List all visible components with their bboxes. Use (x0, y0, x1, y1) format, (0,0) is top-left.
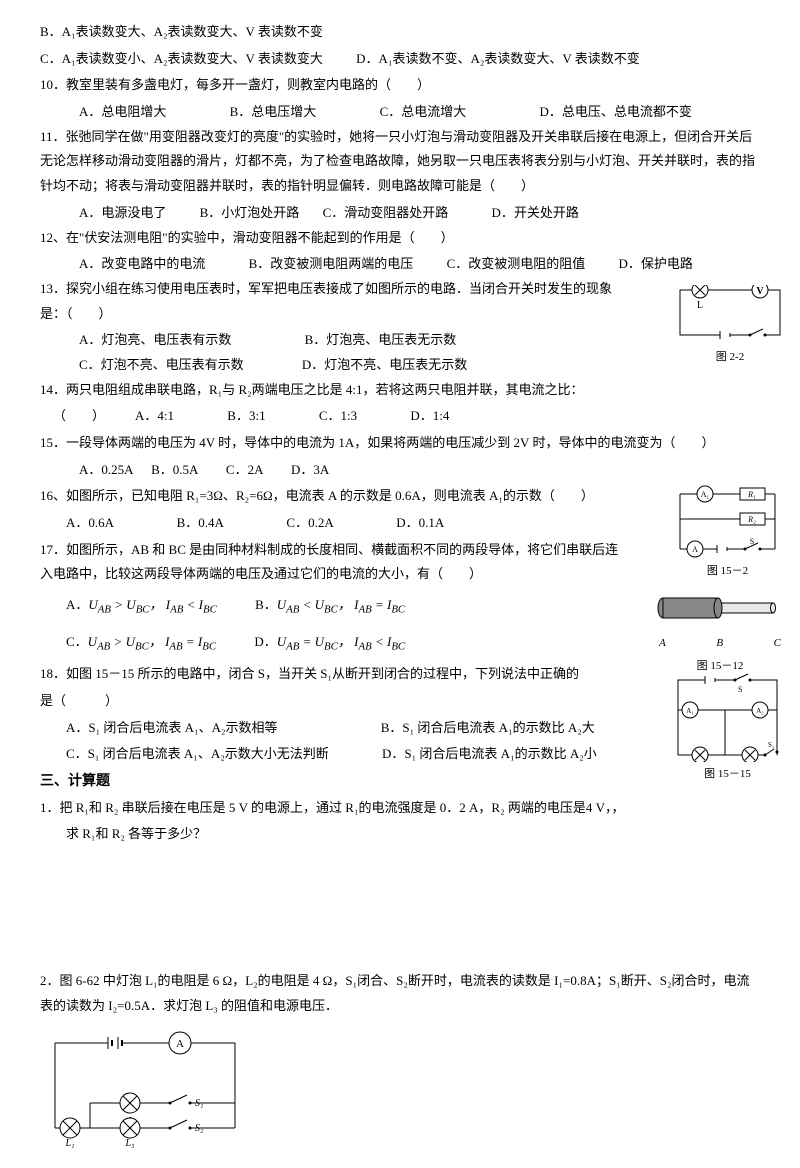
q13-C: C．灯泡不亮、电压表有示数 (79, 357, 244, 372)
q11-C: C．滑动变阻器处开路 (323, 205, 449, 220)
svg-text:S₁: S₁ (768, 741, 774, 749)
q17-options-row1: A．UAB > UBC， IAB < IBC B．UAB < UBC， IAB … (40, 589, 620, 624)
q12-C: C．改变被测电阻的阻值 (447, 256, 586, 271)
q14-stem: 14．两只电阻组成串联电路，R₁与 R₂两端电压之比是 4:1，若将这两只电阻并… (40, 378, 760, 403)
q17-options-row2: C．UAB > UBC， IAB = IBC D．UAB = UBC， IAB … (40, 626, 620, 661)
calc2-stem: 2．图 6-62 中灯泡 L₁的电阻是 6 Ω，L₂的电阻是 4 Ω，S₁闭合、… (40, 969, 760, 1018)
q10-A: A．总电阻增大 (79, 104, 166, 119)
q13-options-row2: C．灯泡不亮、电压表有示数 D．灯泡不亮、电压表无示数 (40, 353, 620, 378)
svg-text:A₂: A₂ (756, 707, 764, 715)
svg-text:A: A (176, 1038, 184, 1050)
q10-stem: 10．教室里装有多盏电灯，每多开一盏灯，则教室内电路的（ ） (40, 73, 760, 98)
q17-B-prefix: B． (255, 597, 277, 612)
q17-label-C: C (774, 633, 781, 654)
q15-stem: 15．一段导体两端的电压为 4V 时，导体中的电流为 1A，如果将两端的电压减少… (40, 431, 760, 456)
q16-B: B．0.4A (177, 515, 224, 530)
svg-text:A₁: A₁ (701, 490, 710, 499)
q10-B: B．总电压增大 (230, 104, 317, 119)
q17-C-prefix: C． (66, 634, 88, 649)
q18-B: B．S₁ 闭合后电流表 A₁的示数比 A₂大 (381, 720, 595, 735)
q11-stem: 11．张弛同学在做"用变阻器改变灯的亮度"的实验时，她将一只小灯泡与滑动变阻器及… (40, 125, 760, 199)
q15-C: C．2A (226, 462, 263, 477)
q17-label-A: A (659, 633, 666, 654)
svg-text:S₂: S₂ (195, 1123, 204, 1134)
calc1-line2: 求 R₁和 R₂ 各等于多少？ (40, 822, 660, 847)
q14-options: （ ）A．4:1 B．3:1 C．1:3 D．1:4 (40, 404, 760, 429)
q13-options-row1: A．灯泡亮、电压表有示数 B．灯泡亮、电压表无示数 (40, 328, 620, 353)
q17-C-formula: UAB > UBC， IAB = IBC (88, 634, 216, 649)
q17-A-prefix: A． (66, 597, 88, 612)
q12-stem: 12、在"伏安法测电阻"的实验中，滑动变阻器不能起到的作用是（ ） (40, 226, 760, 251)
calc1-line1: 1．把 R₁和 R₂ 串联后接在电压是 5 V 的电源上，通过 R₁的电流强度是… (40, 796, 660, 821)
q15-options: A．0.25A B．0.5A C．2A D．3A (40, 458, 760, 483)
q13-D: D．灯泡不亮、电压表无示数 (302, 357, 467, 372)
pre-option-C: C．A₁表读数变小、A₂表读数变大、V 表读数变大 (40, 51, 323, 66)
q16-A: A．0.6A (66, 515, 113, 530)
q17-conductor-svg (655, 593, 785, 633)
calc2-figure: A L₁ L₂ L₃ S₁ S₂ (40, 1028, 760, 1148)
q18-C: C．S₁ 闭合后电流表 A₁、A₂示数大小无法判断 (66, 746, 329, 761)
q17-D-formula: UAB = UBC， IAB < IBC (277, 634, 405, 649)
q14-A: A．4:1 (135, 408, 174, 423)
q11-A: A．电源没电了 (79, 205, 166, 220)
q17-label-B: B (716, 633, 723, 654)
svg-text:R₁: R₁ (747, 490, 756, 499)
q10-C: C．总电流增大 (380, 104, 467, 119)
q13-B: B．灯泡亮、电压表无示数 (305, 332, 457, 347)
q18-stem1: 18．如图 15－15 所示的电路中，闭合 S，当开关 S₁从断开到闭合的过程中… (40, 662, 660, 687)
calc2-circuit-svg: A L₁ L₂ L₃ S₁ S₂ (40, 1028, 250, 1148)
q17-B-formula: UAB < UBC， IAB = IBC (277, 597, 405, 612)
q17-A-formula: UAB > UBC， IAB < IBC (88, 597, 216, 612)
q18-stem2: 是（ ） (40, 689, 660, 714)
q16-stem: 16、如图所示，已知电阻 R₁=3Ω、R₂=6Ω，电流表 A 的示数是 0.6A… (40, 484, 620, 509)
q16-options: A．0.6A B．0.4A C．0.2A D．0.1A (40, 511, 620, 536)
q15-D: D．3A (291, 462, 329, 477)
pre-option-D: D．A₁表读数不变、A₂表读数变大、V 表读数不变 (356, 51, 640, 66)
q14-C: C．1:3 (319, 408, 357, 423)
q18-options-row1: A．S₁ 闭合后电流表 A₁、A₂示数相等 B．S₁ 闭合后电流表 A₁的示数比… (40, 716, 660, 741)
q18-caption: 图 15－15 (670, 764, 785, 785)
q13-figure: L V 图 2-2 (675, 285, 785, 368)
svg-text:L₃: L₃ (124, 1138, 135, 1148)
q18-figure: S A₁ A₂ S₁ 图 15－15 (670, 672, 785, 785)
q13-A: A．灯泡亮、电压表有示数 (79, 332, 231, 347)
q15-B: B．0.5A (151, 462, 198, 477)
q10-D: D．总电压、总电流都不变 (539, 104, 691, 119)
q12-A: A．改变电路中的电流 (79, 256, 205, 271)
q16-D: D．0.1A (396, 515, 444, 530)
q12-options: A．改变电路中的电流 B．改变被测电阻两端的电压 C．改变被测电阻的阻值 D．保… (40, 252, 760, 277)
pre-option-B: B．A₁表读数变大、A₂表读数变大、V 表读数不变 (40, 20, 760, 45)
q14-B: B．3:1 (227, 408, 265, 423)
q12-D: D．保护电路 (618, 256, 692, 271)
q18-options-row2: C．S₁ 闭合后电流表 A₁、A₂示数大小无法判断 D．S₁ 闭合后电流表 A₁… (40, 742, 660, 767)
q10-options: A．总电阻增大 B．总电压增大 C．总电流增大 D．总电压、总电流都不变 (40, 100, 760, 125)
svg-text:S₁: S₁ (195, 1098, 203, 1109)
q12-B: B．改变被测电阻两端的电压 (249, 256, 414, 271)
svg-text:A₁: A₁ (686, 707, 694, 715)
q17-D-prefix: D． (254, 634, 276, 649)
svg-text:V: V (756, 286, 764, 297)
q17-stem: 17．如图所示，AB 和 BC 是由同种材料制成的长度相同、横截面积不同的两段导… (40, 538, 620, 587)
q13-caption: 图 2-2 (675, 347, 785, 368)
svg-text:S: S (738, 685, 742, 694)
svg-text:L₁: L₁ (64, 1138, 74, 1148)
q18-circuit-svg: S A₁ A₂ S₁ (670, 672, 785, 762)
q11-options: A．电源没电了 B．小灯泡处开路 C．滑动变阻器处开路 D．开关处开路 (40, 201, 760, 226)
q11-B: B．小灯泡处开路 (200, 205, 300, 220)
pre-option-CD: C．A₁表读数变小、A₂表读数变大、V 表读数变大 D．A₁表读数不变、A₂表读… (40, 47, 760, 72)
section3-title: 三、计算题 (40, 769, 760, 796)
q13-stem: 13．探究小组在练习使用电压表时，军军把电压表接成了如图所示的电路．当闭合开关时… (40, 277, 620, 326)
q13-circuit-svg: L V (675, 285, 785, 345)
q16-C: C．0.2A (286, 515, 333, 530)
q18-D: D．S₁ 闭合后电流表 A₁的示数比 A₂小 (382, 746, 597, 761)
q14-D: D．1:4 (410, 408, 449, 423)
q15-A: A．0.25A (79, 462, 133, 477)
svg-text:R₂: R₂ (747, 515, 756, 524)
svg-text:L: L (697, 300, 703, 311)
q18-A: A．S₁ 闭合后电流表 A₁、A₂示数相等 (66, 720, 278, 735)
q11-D: D．开关处开路 (491, 205, 578, 220)
